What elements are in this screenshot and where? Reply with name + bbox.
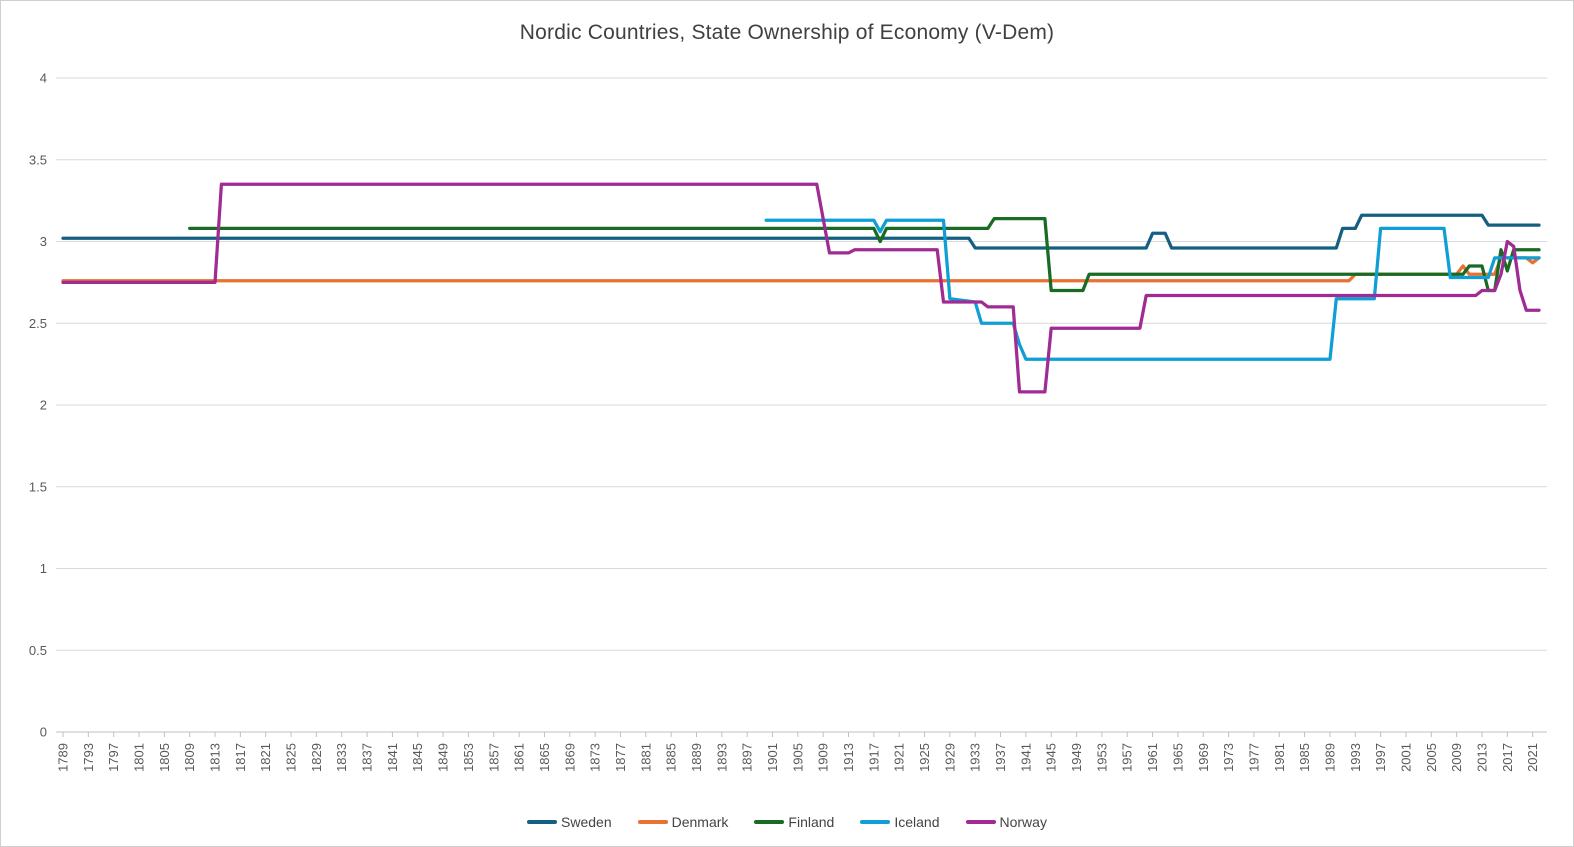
x-tick-label: 1865 [537,743,552,772]
legend-label: Iceland [894,814,940,830]
y-tick-label: 4 [40,71,47,86]
x-tick-label: 1933 [968,743,983,772]
x-tick-label: 1857 [486,743,501,772]
legend-item-iceland: Iceland [860,814,940,830]
x-tick-label: 1889 [689,743,704,772]
chart-title: Nordic Countries, State Ownership of Eco… [519,21,1055,44]
x-tick-label: 1833 [334,743,349,772]
x-tick-label: 1909 [816,743,831,772]
x-tick-label: 1941 [1018,743,1033,772]
series-line-finland [188,216,1541,293]
x-tick-label: 1881 [638,743,653,772]
series-line-iceland [764,218,1541,361]
y-tick-label: 2.5 [29,316,47,331]
x-tick-label: 1957 [1120,743,1135,772]
x-tick-label: 1917 [866,743,881,772]
x-tick-label: 1869 [562,743,577,772]
legend-label: Sweden [561,814,612,830]
x-tick-label: 1877 [613,743,628,772]
x-tick-label: 1813 [208,743,223,772]
x-tick-label: 1897 [740,743,755,772]
x-tick-label: 1809 [182,743,197,772]
x-tick-label: 1989 [1322,743,1337,772]
x-tick-label: 1901 [765,743,780,772]
x-tick-label: 1829 [309,743,324,772]
x-tick-label: 1801 [132,743,147,772]
y-tick-label: 0 [40,725,47,740]
x-tick-label: 2013 [1474,743,1489,772]
x-tick-label: 1945 [1044,743,1059,772]
x-tick-label: 1837 [360,743,375,772]
series-line-sweden [61,213,1541,250]
legend-swatch-denmark [637,820,668,824]
x-tick-label: 1893 [714,743,729,772]
y-tick-label: 2 [40,398,47,413]
x-tick-label: 2021 [1525,743,1540,772]
x-tick-label: 1849 [436,743,451,772]
legend-item-denmark: Denmark [637,814,729,830]
x-tick-label: 1973 [1221,743,1236,772]
legend-swatch-sweden [527,820,558,824]
x-tick-label: 1969 [1196,743,1211,772]
y-tick-label: 1.5 [29,479,47,494]
x-tick-label: 1965 [1170,743,1185,772]
y-tick-label: 3.5 [29,152,47,167]
x-tick-label: 1797 [106,743,121,772]
legend-swatch-iceland [860,820,891,824]
x-tick-label: 1953 [1094,743,1109,772]
legend-swatch-norway [965,820,996,824]
legend-item-sweden: Sweden [527,814,612,830]
x-tick-label: 1977 [1246,743,1261,772]
x-tick-label: 1825 [284,743,299,772]
y-tick-label: 3 [40,234,47,249]
y-tick-label: 0.5 [29,643,47,658]
legend-label: Denmark [671,814,729,830]
y-tick-label: 1 [40,561,47,576]
legend-label: Finland [788,814,835,830]
legend-item-norway: Norway [965,814,1047,830]
x-tick-label: 1873 [588,743,603,772]
x-tick-label: 1925 [917,743,932,772]
series-line-norway [61,182,1541,394]
x-tick-label: 1805 [157,743,172,772]
x-tick-label: 1937 [993,743,1008,772]
x-tick-label: 1997 [1373,743,1388,772]
legend-label: Norway [999,814,1047,830]
x-tick-label: 2005 [1424,743,1439,772]
series-line-denmark [61,256,1541,283]
x-tick-label: 1993 [1348,743,1363,772]
x-tick-label: 1913 [841,743,856,772]
legend-item-finland: Finland [754,814,834,830]
x-tick-label: 1885 [664,743,679,772]
legend-swatch-finland [754,820,785,824]
x-tick-label: 1789 [56,743,71,772]
x-tick-label: 1929 [942,743,957,772]
x-tick-label: 1921 [892,743,907,772]
x-tick-label: 2001 [1398,743,1413,772]
x-tick-label: 1817 [233,743,248,772]
x-tick-label: 1981 [1272,743,1287,772]
x-tick-label: 1961 [1145,743,1160,772]
x-tick-label: 1845 [410,743,425,772]
x-tick-label: 1841 [385,743,400,772]
x-tick-label: 1905 [790,743,805,772]
chart-legend: Sweden Denmark Finland Iceland Norway [1,814,1573,830]
x-tick-label: 2017 [1500,743,1515,772]
x-tick-label: 1985 [1297,743,1312,772]
x-tick-label: 1861 [512,743,527,772]
x-tick-label: 1821 [258,743,273,772]
x-tick-label: 2009 [1449,743,1464,772]
x-tick-label: 1793 [81,743,96,772]
x-tick-label: 1853 [461,743,476,772]
x-tick-label: 1949 [1069,743,1084,772]
